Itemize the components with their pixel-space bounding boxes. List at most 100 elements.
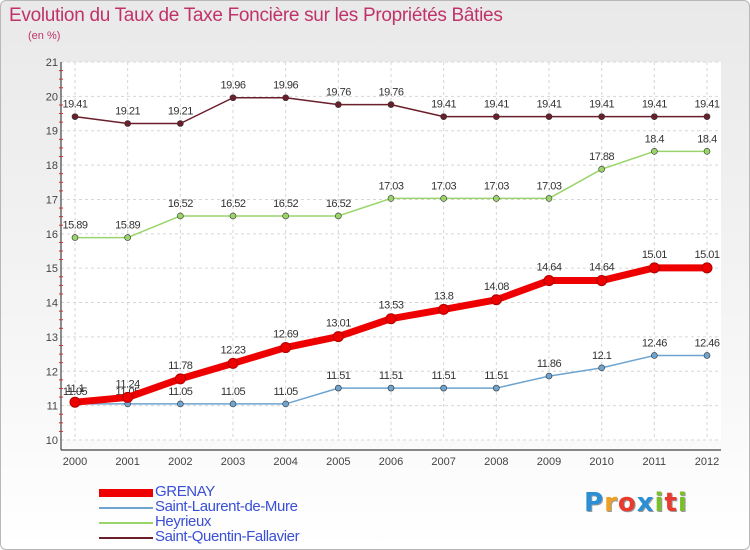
y-tick-label: 11 <box>47 401 58 413</box>
series-grenay: 11.1 11.24 11.78 12.23 12.69 13.01 13.53 13.8 14… <box>66 249 720 408</box>
legend-swatch <box>99 521 153 524</box>
data-point <box>282 212 289 220</box>
data-label: 15.01 <box>642 249 667 261</box>
y-tick-label: 12 <box>46 366 58 378</box>
data-label: 15.01 <box>694 249 719 261</box>
data-label: 12.46 <box>642 337 667 349</box>
data-label: 11.51 <box>326 370 351 382</box>
y-tick-label: 10 <box>46 435 58 447</box>
y-tick-label: 14 <box>46 298 58 310</box>
data-label: 13.8 <box>434 290 454 302</box>
data-label: 19.21 <box>115 106 140 118</box>
data-point <box>177 212 184 220</box>
data-point <box>438 303 450 315</box>
data-point <box>648 262 660 274</box>
y-tick-label: 20 <box>46 91 58 103</box>
data-label: 14.64 <box>536 262 561 274</box>
data-label: 19.41 <box>62 99 87 111</box>
data-label: 11.05 <box>221 386 246 398</box>
data-point <box>227 357 239 369</box>
data-label: 16.52 <box>168 198 193 210</box>
data-point <box>545 113 553 120</box>
legend-label: GRENAY <box>155 483 215 500</box>
data-label: 12.23 <box>220 344 245 356</box>
data-point <box>229 400 237 408</box>
data-label: 11.05 <box>274 386 299 398</box>
y-tick-label: 19 <box>46 126 58 138</box>
data-label: 11.05 <box>168 386 193 398</box>
data-point <box>177 400 184 408</box>
data-label: 18.4 <box>697 133 717 145</box>
data-label: 16.52 <box>220 198 245 210</box>
y-tick-label: 18 <box>46 160 58 172</box>
data-label: 15.89 <box>62 220 87 232</box>
legend-label: Saint-Laurent-de-Mure <box>155 498 298 515</box>
data-point <box>651 113 658 120</box>
data-point <box>174 373 186 385</box>
data-point <box>229 94 237 102</box>
data-label: 19.41 <box>536 99 561 111</box>
data-point <box>440 384 447 392</box>
data-point <box>124 120 131 127</box>
data-point <box>71 234 79 241</box>
data-point <box>335 101 342 108</box>
data-point <box>545 372 553 380</box>
data-label: 17.03 <box>536 180 561 192</box>
data-point <box>651 352 658 359</box>
y-tick-label: 13 <box>46 332 58 344</box>
data-label: 17.88 <box>589 151 614 163</box>
y-unit-label: (en %) <box>28 30 61 42</box>
data-label: 11.1 <box>66 383 85 395</box>
legend-swatch <box>99 536 153 539</box>
data-label: 19.41 <box>589 99 614 111</box>
data-label: 11.51 <box>432 370 457 382</box>
series-saint-quentin-fallavier: 19.41 19.21 19.21 19.96 19.96 19.76 19.76 19.41… <box>62 80 720 127</box>
data-point <box>280 342 292 354</box>
data-point <box>387 384 395 392</box>
data-point <box>598 113 605 120</box>
legend-swatch <box>99 488 153 497</box>
data-point <box>335 384 342 392</box>
data-label: 13.01 <box>326 318 351 330</box>
x-tick-label: 2000 <box>63 456 87 468</box>
data-point <box>703 148 711 155</box>
y-tick-label: 17 <box>46 194 58 206</box>
y-tick-label: 21 <box>46 57 58 69</box>
data-point <box>335 212 342 220</box>
data-point <box>440 113 447 120</box>
data-label: 11.24 <box>116 378 141 390</box>
data-point <box>545 195 553 202</box>
data-label: 19.76 <box>326 87 351 99</box>
x-tick-label: 2008 <box>484 456 508 468</box>
data-label: 18.4 <box>645 133 665 145</box>
data-point <box>282 94 289 102</box>
data-label: 15.89 <box>115 220 140 232</box>
data-label: 14.08 <box>484 281 509 293</box>
x-tick-label: 2012 <box>695 456 719 468</box>
x-tick-label: 2005 <box>326 456 350 468</box>
chart-title: Evolution du Taux de Taxe Foncière sur l… <box>9 5 503 26</box>
data-point <box>387 195 395 202</box>
x-tick-label: 2011 <box>643 456 667 468</box>
data-label: 17.03 <box>484 180 509 192</box>
data-point <box>493 195 500 202</box>
data-point <box>703 352 711 359</box>
data-label: 12.1 <box>592 350 612 362</box>
x-tick-label: 2006 <box>379 456 403 468</box>
data-label: 11.78 <box>168 360 193 372</box>
x-tick-label: 2007 <box>431 456 455 468</box>
data-point <box>596 275 608 287</box>
data-label: 12.46 <box>694 337 719 349</box>
data-point <box>598 165 605 173</box>
x-tick-label: 2009 <box>537 456 561 468</box>
data-label: 14.64 <box>589 262 614 274</box>
data-point <box>332 331 344 343</box>
data-label: 11.86 <box>537 358 562 370</box>
data-point <box>440 195 447 202</box>
data-label: 11.51 <box>484 370 509 382</box>
data-label: 11.05 <box>63 386 88 398</box>
data-point <box>701 262 713 274</box>
data-point <box>651 148 658 155</box>
y-tick-label: 15 <box>46 263 58 275</box>
